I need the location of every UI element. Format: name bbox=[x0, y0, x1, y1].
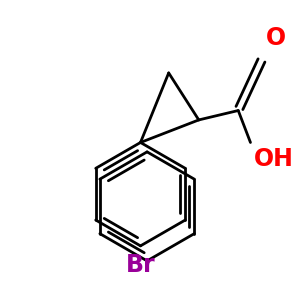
Text: OH: OH bbox=[254, 147, 294, 171]
Text: O: O bbox=[266, 26, 286, 50]
Text: Br: Br bbox=[126, 254, 155, 278]
